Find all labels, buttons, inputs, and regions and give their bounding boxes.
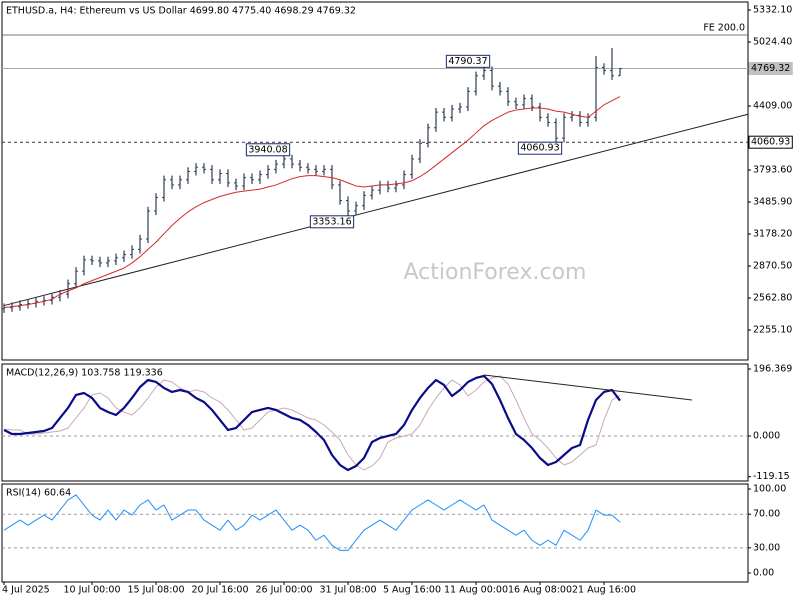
level-price-label-box (748, 135, 793, 149)
x-tick-label: 21 Aug 16:00 (572, 585, 636, 596)
x-tick-label: 10 Jul 00:00 (64, 585, 121, 596)
x-tick-label: 5 Aug 16:00 (383, 585, 441, 596)
annotation: 3940.08 (245, 143, 291, 157)
x-tick-label: 26 Jul 00:00 (256, 585, 313, 596)
trendline (3, 113, 749, 307)
level-label: FE 200.0 (703, 22, 745, 33)
y-tick-label: 70.00 (753, 509, 780, 520)
x-tick-label: 20 Jul 16:00 (192, 585, 249, 596)
annotation: 3353.16 (309, 215, 355, 229)
y-tick-label: 100.00 (753, 484, 786, 495)
annotation: 4060.93 (517, 141, 563, 155)
x-tick-label: 4 Jul 2025 (2, 585, 50, 596)
y-tick-label: 2255.10 (753, 324, 792, 335)
watermark: ActionForex.com (404, 260, 587, 285)
panel-title: ETHUSD.a, H4: Ethereum vs US Dollar 4699… (6, 6, 356, 17)
annotation-box (517, 141, 563, 155)
last-price-label: 4769.32 (748, 62, 793, 76)
signal-line (3, 375, 621, 471)
level-price-label-text: 4060.93 (751, 137, 790, 148)
y-tick-label: 196.369 (753, 363, 792, 374)
panel-title: MACD(12,26,9) 103.758 119.336 (6, 368, 163, 379)
annotation-text: 4790.37 (448, 56, 487, 67)
moving-average (3, 96, 621, 309)
y-tick-label: 0.00 (753, 568, 774, 579)
level-price-label: 4060.93 (748, 135, 793, 149)
x-tick-label: 11 Aug 00:00 (444, 585, 508, 596)
trendline (483, 374, 693, 401)
annotation-box (445, 54, 491, 68)
y-tick-label: 2562.80 (753, 292, 792, 303)
panel-frame (1, 363, 749, 482)
x-tick-label: 31 Jul 08:00 (320, 585, 377, 596)
rsi-line (3, 494, 621, 551)
y-tick-label: 5024.40 (753, 36, 792, 47)
y-tick-label: 5332.10 (753, 4, 792, 15)
x-tick-label: 16 Aug 08:00 (508, 585, 572, 596)
panel-title: RSI(14) 60.64 (6, 488, 71, 499)
annotation-text: 3353.16 (312, 216, 351, 227)
y-tick-label: 3793.60 (753, 164, 792, 175)
annotation-text: 4060.93 (520, 143, 559, 154)
y-tick-label: 3485.90 (753, 196, 792, 207)
y-tick-label: -119.15 (753, 471, 790, 482)
annotation: 4790.37 (445, 54, 491, 68)
panel-frame (1, 483, 749, 583)
last-price-label-text: 4769.32 (751, 63, 790, 74)
y-tick-label: 3178.20 (753, 228, 792, 239)
annotation-text: 3940.08 (248, 144, 287, 155)
macd-line (3, 374, 621, 472)
x-tick-label: 15 Jul 08:00 (128, 585, 185, 596)
annotation-box (245, 143, 291, 157)
panel-frame (1, 1, 749, 361)
annotation-box (309, 215, 355, 229)
y-tick-label: 4409.00 (753, 100, 792, 111)
last-price-label-box (748, 62, 793, 76)
y-tick-label: 2870.50 (753, 260, 792, 271)
y-tick-label: 30.00 (753, 542, 780, 553)
y-tick-label: 0.000 (753, 430, 780, 441)
